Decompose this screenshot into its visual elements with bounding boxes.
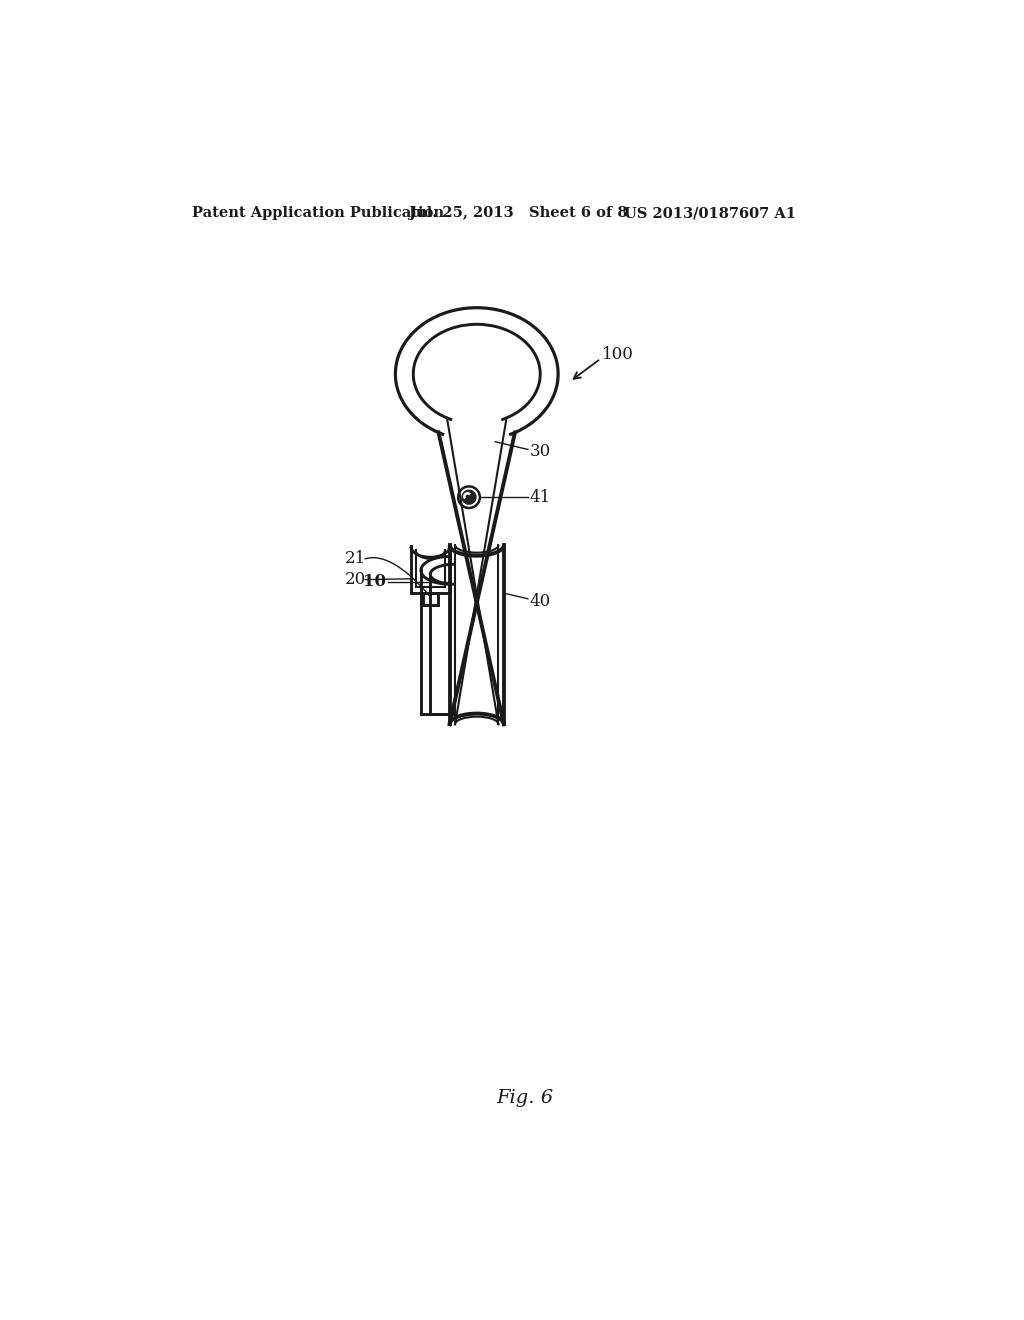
Text: 41: 41 (529, 488, 551, 506)
Text: 100: 100 (602, 346, 634, 363)
Circle shape (458, 487, 480, 508)
Text: 40: 40 (529, 593, 551, 610)
Text: 21: 21 (345, 550, 367, 568)
Text: 10: 10 (362, 573, 386, 590)
Text: Patent Application Publication: Patent Application Publication (191, 206, 443, 220)
Text: US 2013/0187607 A1: US 2013/0187607 A1 (624, 206, 796, 220)
Text: Jul. 25, 2013   Sheet 6 of 8: Jul. 25, 2013 Sheet 6 of 8 (409, 206, 627, 220)
Text: 20: 20 (345, 572, 367, 589)
Text: 30: 30 (529, 442, 551, 459)
Text: Fig. 6: Fig. 6 (497, 1089, 553, 1106)
Circle shape (462, 490, 476, 504)
